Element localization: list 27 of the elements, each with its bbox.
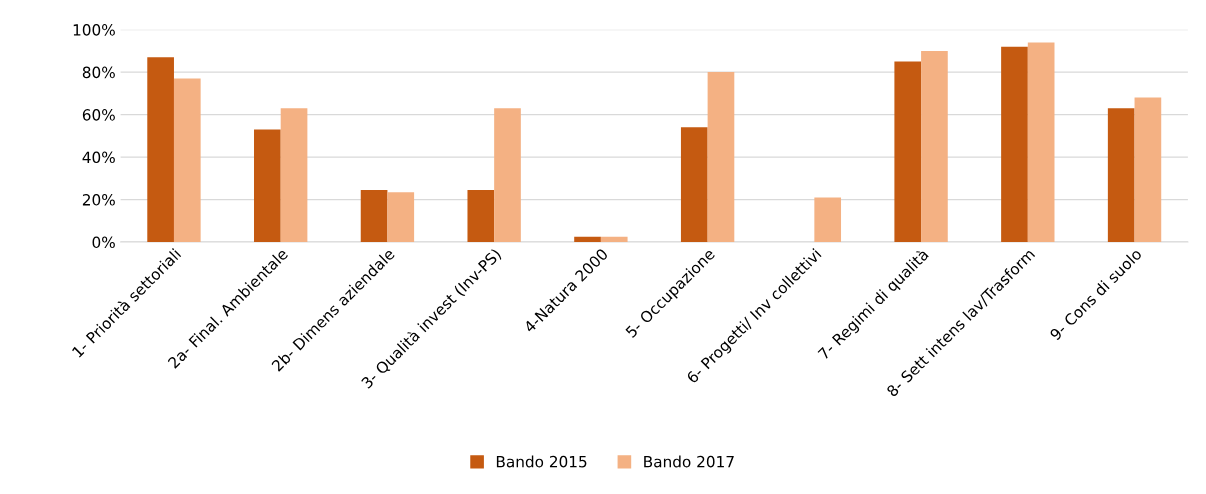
bar [1027, 42, 1055, 243]
y-tick-label: 80% [82, 66, 115, 79]
bar [600, 236, 628, 243]
bar [147, 57, 174, 243]
y-tick-label: 100% [73, 24, 115, 36]
bar [894, 61, 922, 243]
bar [387, 192, 415, 243]
bar [280, 108, 308, 243]
bar [494, 108, 521, 243]
bar [1134, 97, 1162, 243]
y-tick-label: 40% [82, 151, 115, 164]
bar [707, 72, 735, 243]
bar [814, 197, 842, 243]
bar [574, 236, 601, 243]
bar [254, 129, 281, 243]
bar [680, 127, 708, 243]
bar [1107, 108, 1135, 243]
y-tick-label: 0% [92, 236, 115, 249]
legend-label: Bando 2017 [644, 455, 734, 468]
bar [173, 78, 201, 243]
y-tick-label: 60% [82, 109, 115, 121]
bar [1001, 46, 1028, 243]
y-tick-label: 20% [82, 194, 115, 206]
legend-label: Bando 2015 [496, 455, 587, 468]
bar [360, 190, 388, 243]
bar [921, 50, 948, 243]
bar [467, 190, 495, 243]
